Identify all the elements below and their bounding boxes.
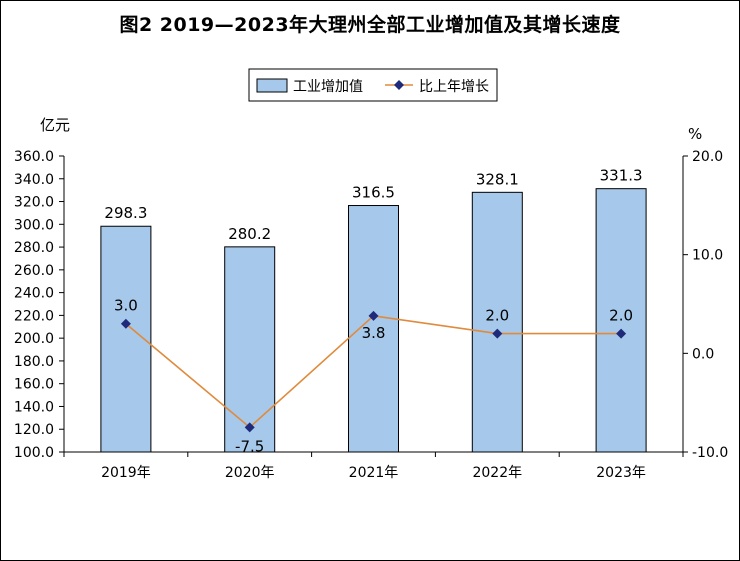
left-tick-label: 100.0 <box>14 445 54 461</box>
left-tick-label: 260.0 <box>14 263 54 279</box>
right-tick-label: 0.0 <box>692 346 714 362</box>
left-tick-label: 120.0 <box>14 422 54 438</box>
x-tick-label: 2020年 <box>225 465 275 481</box>
growth-point <box>244 422 255 433</box>
bar-value-label: 328.1 <box>476 170 519 188</box>
legend-box <box>248 68 498 102</box>
growth-value-label: 3.8 <box>362 324 386 342</box>
legend-swatch-bar <box>256 78 288 93</box>
right-axis-unit: % <box>688 125 702 143</box>
bar-value-label: 298.3 <box>104 204 147 222</box>
growth-point <box>616 328 627 339</box>
bar <box>471 191 523 453</box>
left-tick-label: 340.0 <box>14 172 54 188</box>
left-tick-label: 280.0 <box>14 240 54 256</box>
legend-swatch-marker <box>394 80 404 90</box>
growth-point <box>120 318 131 329</box>
legend-label-line: 比上年增长 <box>419 79 489 95</box>
left-tick-label: 220.0 <box>14 308 54 324</box>
bar-value-label: 316.5 <box>352 184 395 202</box>
chart-title: 图2 2019—2023年大理州全部工业增加值及其增长速度 <box>119 14 621 36</box>
bar <box>224 246 276 453</box>
x-tick-label: 2021年 <box>349 465 399 481</box>
x-tick-label: 2023年 <box>596 465 646 481</box>
growth-value-label: -7.5 <box>235 437 264 455</box>
x-tick-label: 2019年 <box>101 465 151 481</box>
left-tick-label: 360.0 <box>14 149 54 165</box>
plot-area: 298.3 280.2 316.5 328.1 331.3 100.0 120.0 140.0… <box>14 149 728 481</box>
left-tick-label: 320.0 <box>14 195 54 211</box>
left-tick-label: 300.0 <box>14 217 54 233</box>
left-tick-label: 140.0 <box>14 399 54 415</box>
bar-value-label: 331.3 <box>600 167 643 185</box>
growth-value-label: 2.0 <box>609 307 633 325</box>
left-tick-label: 200.0 <box>14 331 54 347</box>
right-tick-label: -10.0 <box>692 445 728 461</box>
growth-value-label: 2.0 <box>485 307 509 325</box>
left-tick-label: 160.0 <box>14 377 54 393</box>
growth-value-label: 3.0 <box>114 297 138 315</box>
legend-label-bar: 工业增加值 <box>293 79 363 95</box>
right-tick-label: 20.0 <box>692 149 723 165</box>
left-tick-label: 180.0 <box>14 354 54 370</box>
right-tick-label: 10.0 <box>692 248 723 264</box>
x-tick-label: 2022年 <box>472 465 522 481</box>
bar <box>348 205 399 453</box>
bar-value-label: 280.2 <box>228 225 271 243</box>
growth-point <box>492 328 503 339</box>
growth-point <box>368 310 379 321</box>
left-tick-label: 240.0 <box>14 286 54 302</box>
left-axis-unit: 亿元 <box>40 116 70 134</box>
legend: 工业增加值 比上年增长 <box>248 68 498 102</box>
bar <box>100 225 152 453</box>
